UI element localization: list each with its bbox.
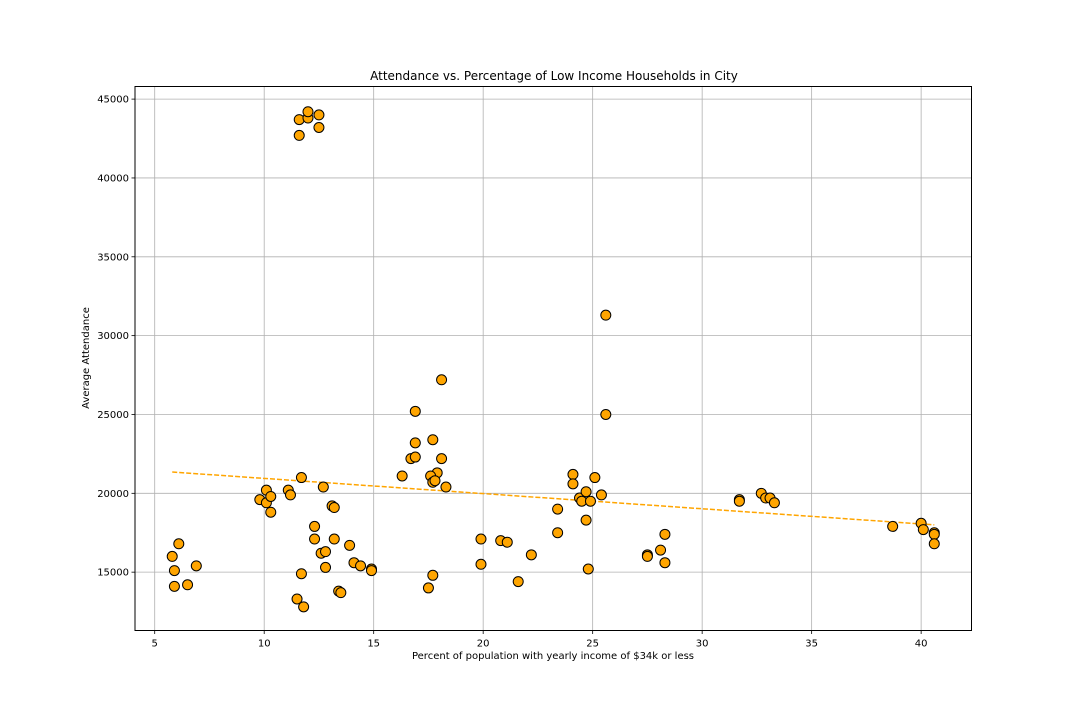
data-point [166, 550, 178, 562]
grid-lines [135, 86, 972, 631]
data-point [552, 527, 564, 539]
y-tick-label: 45000 [97, 95, 129, 106]
y-tick-label: 15000 [97, 568, 129, 579]
data-point [436, 374, 448, 386]
data-point [440, 481, 452, 493]
data-point [298, 601, 310, 613]
data-point [475, 533, 487, 545]
x-tick-label: 25 [586, 639, 599, 650]
data-point [422, 582, 434, 594]
data-point [768, 497, 780, 509]
data-point [409, 405, 421, 417]
data-point [567, 478, 579, 490]
x-axis-label: Percent of population with yearly income… [412, 651, 694, 662]
data-point [600, 309, 612, 321]
data-point [302, 106, 314, 118]
data-point [512, 576, 524, 588]
data-point [582, 563, 594, 575]
y-axis-ticks: 15000 20000 25000 30000 35000 40000 45000 [97, 95, 135, 579]
y-tick-label: 25000 [97, 410, 129, 421]
data-point [567, 468, 579, 480]
chart-title: Attendance vs. Percentage of Low Income … [370, 69, 738, 83]
data-point [580, 486, 592, 498]
data-point [313, 109, 325, 121]
data-point [427, 434, 439, 446]
data-point [928, 538, 940, 550]
x-tick-label: 30 [696, 639, 709, 650]
y-axis-label: Average Attendance [81, 307, 92, 409]
data-point [580, 514, 592, 526]
data-point [429, 475, 441, 487]
data-point [190, 560, 202, 572]
data-point [396, 470, 408, 482]
data-point [335, 587, 347, 599]
data-point [475, 558, 487, 570]
data-point [344, 539, 356, 551]
data-point [293, 129, 305, 141]
data-point [182, 579, 194, 591]
plot-area [135, 86, 972, 631]
data-point [295, 472, 307, 484]
data-point [365, 565, 377, 577]
data-point [328, 502, 340, 514]
data-point [917, 524, 929, 536]
x-tick-label: 10 [258, 639, 271, 650]
data-point [291, 593, 303, 605]
x-tick-label: 5 [152, 639, 158, 650]
x-tick-label: 35 [805, 639, 818, 650]
data-point [525, 549, 537, 561]
data-point [733, 495, 745, 507]
data-point [265, 490, 277, 502]
data-points [166, 106, 940, 613]
data-point [600, 408, 612, 420]
data-point [595, 489, 607, 501]
x-tick-label: 20 [477, 639, 490, 650]
data-point [409, 437, 421, 449]
data-point [317, 481, 329, 493]
data-point [320, 546, 332, 558]
data-point [552, 503, 564, 515]
data-point [295, 568, 307, 580]
data-point [887, 520, 899, 532]
plot-frame [134, 86, 972, 631]
data-point [589, 472, 601, 484]
data-point [309, 520, 321, 532]
data-point [355, 560, 367, 572]
data-point [655, 544, 667, 556]
data-point [168, 565, 180, 577]
data-point [659, 557, 671, 569]
data-point [409, 451, 421, 463]
data-point [501, 536, 513, 548]
data-point [928, 528, 940, 540]
data-point [168, 580, 180, 592]
y-tick-label: 20000 [97, 489, 129, 500]
data-point [313, 121, 325, 133]
data-point [284, 489, 296, 501]
data-point [641, 550, 653, 562]
data-point [328, 533, 340, 545]
data-point [436, 453, 448, 465]
x-tick-label: 15 [367, 639, 380, 650]
data-point [584, 495, 596, 507]
y-tick-label: 40000 [97, 173, 129, 184]
x-tick-label: 40 [915, 639, 928, 650]
data-point [320, 561, 332, 573]
data-point [265, 506, 277, 518]
data-point [427, 569, 439, 581]
y-tick-label: 35000 [97, 252, 129, 263]
y-tick-label: 30000 [97, 331, 129, 342]
x-axis-ticks: 5 10 15 20 25 30 35 40 [152, 630, 928, 650]
data-point [659, 528, 671, 540]
data-point [309, 533, 321, 545]
data-point [173, 538, 185, 550]
